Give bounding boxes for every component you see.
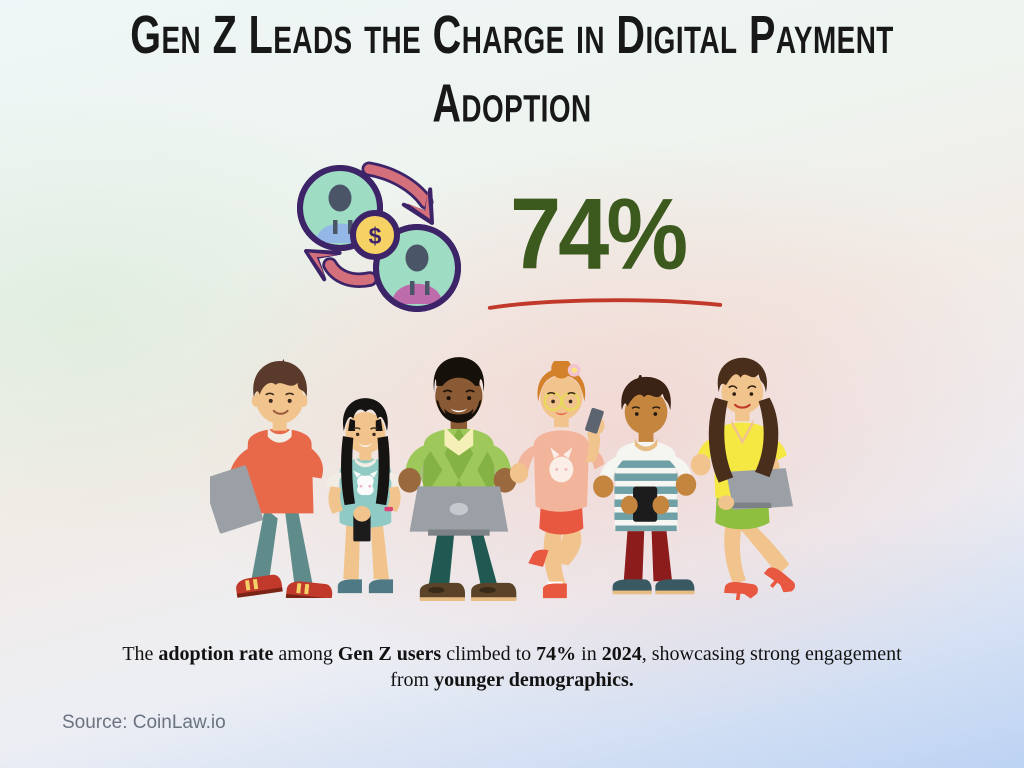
svg-text:$: $ [369, 223, 382, 249]
